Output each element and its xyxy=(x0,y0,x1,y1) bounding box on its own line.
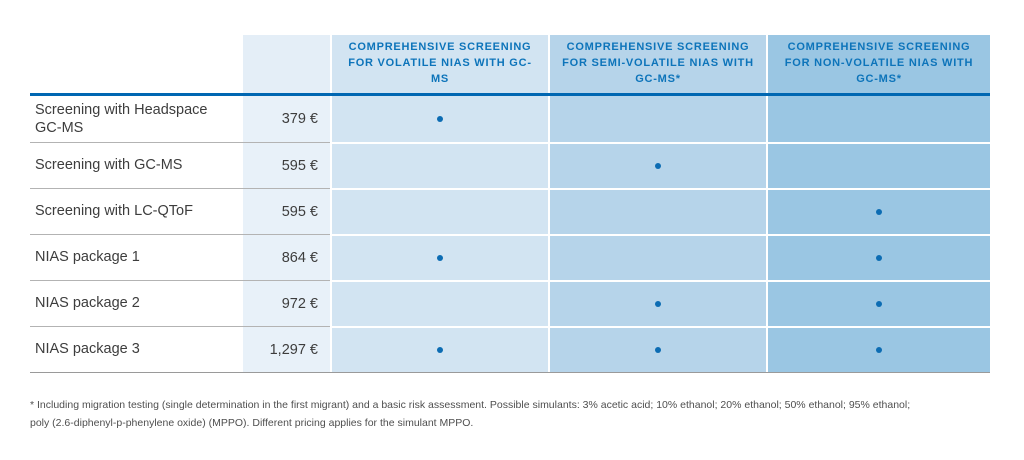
row-price: 972 € xyxy=(243,280,330,326)
price-column-header xyxy=(243,35,330,93)
included-dot-icon xyxy=(655,301,661,307)
column-header-semivolatile: Comprehensive screening for semi-volatil… xyxy=(548,35,766,93)
included-dot-icon xyxy=(876,347,882,353)
matrix-cell xyxy=(548,188,766,234)
column-header-nonvolatile: Comprehensive screening for non-volatile… xyxy=(766,35,990,93)
pricing-table: Comprehensive screening for volatile NIA… xyxy=(30,35,990,373)
row-price: 864 € xyxy=(243,234,330,280)
included-dot-icon xyxy=(655,163,661,169)
column-header-volatile: Comprehensive screening for volatile NIA… xyxy=(330,35,548,93)
table-row: Screening with Headspace GC-MS 379 € xyxy=(30,96,990,142)
row-price: 595 € xyxy=(243,188,330,234)
table-header-row: Comprehensive screening for volatile NIA… xyxy=(30,35,990,93)
included-dot-icon xyxy=(437,347,443,353)
matrix-cell xyxy=(766,188,990,234)
footnote-line-2: poly (2.6-diphenyl-p-phenylene oxide) (M… xyxy=(30,416,474,429)
header-spacer xyxy=(30,35,243,93)
row-price: 379 € xyxy=(243,96,330,142)
matrix-cell xyxy=(548,96,766,142)
matrix-cell xyxy=(766,280,990,326)
matrix-cell xyxy=(548,234,766,280)
matrix-cell xyxy=(766,234,990,280)
included-dot-icon xyxy=(655,347,661,353)
table-row: NIAS package 2 972 € xyxy=(30,280,990,326)
matrix-cell xyxy=(330,326,548,372)
matrix-cell xyxy=(766,96,990,142)
row-label: Screening with GC-MS xyxy=(30,142,243,188)
table-row: Screening with GC-MS 595 € xyxy=(30,142,990,188)
matrix-cell xyxy=(330,96,548,142)
row-label: NIAS package 3 xyxy=(30,326,243,372)
matrix-cell xyxy=(766,326,990,372)
row-label: NIAS package 2 xyxy=(30,280,243,326)
row-price: 1,297 € xyxy=(243,326,330,372)
row-price: 595 € xyxy=(243,142,330,188)
matrix-cell xyxy=(330,280,548,326)
footnote: * Including migration testing (single de… xyxy=(30,397,930,433)
footnote-line-1: * Including migration testing (single de… xyxy=(30,399,911,411)
matrix-cell xyxy=(330,142,548,188)
included-dot-icon xyxy=(876,255,882,261)
header-divider xyxy=(30,93,990,96)
table-row: NIAS package 3 1,297 € xyxy=(30,326,990,372)
table-body: Screening with Headspace GC-MS 379 € Scree… xyxy=(30,96,990,373)
included-dot-icon xyxy=(876,301,882,307)
table-row: NIAS package 1 864 € xyxy=(30,234,990,280)
matrix-cell xyxy=(330,188,548,234)
table-row: Screening with LC-QToF 595 € xyxy=(30,188,990,234)
matrix-cell xyxy=(766,142,990,188)
matrix-cell xyxy=(548,326,766,372)
row-label: Screening with LC-QToF xyxy=(30,188,243,234)
matrix-cell xyxy=(548,280,766,326)
matrix-cell xyxy=(330,234,548,280)
included-dot-icon xyxy=(437,116,443,122)
matrix-cell xyxy=(548,142,766,188)
row-label: Screening with Headspace GC-MS xyxy=(30,96,243,142)
included-dot-icon xyxy=(876,209,882,215)
row-label: NIAS package 1 xyxy=(30,234,243,280)
included-dot-icon xyxy=(437,255,443,261)
